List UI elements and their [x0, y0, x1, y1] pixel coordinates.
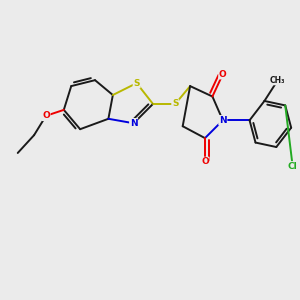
Text: Cl: Cl: [288, 162, 298, 171]
Text: O: O: [201, 158, 209, 166]
Text: N: N: [130, 119, 137, 128]
Text: S: S: [134, 79, 140, 88]
Text: CH₃: CH₃: [270, 76, 286, 85]
Text: S: S: [172, 99, 178, 108]
Text: N: N: [219, 116, 226, 125]
Text: O: O: [219, 70, 227, 79]
Text: O: O: [42, 111, 50, 120]
